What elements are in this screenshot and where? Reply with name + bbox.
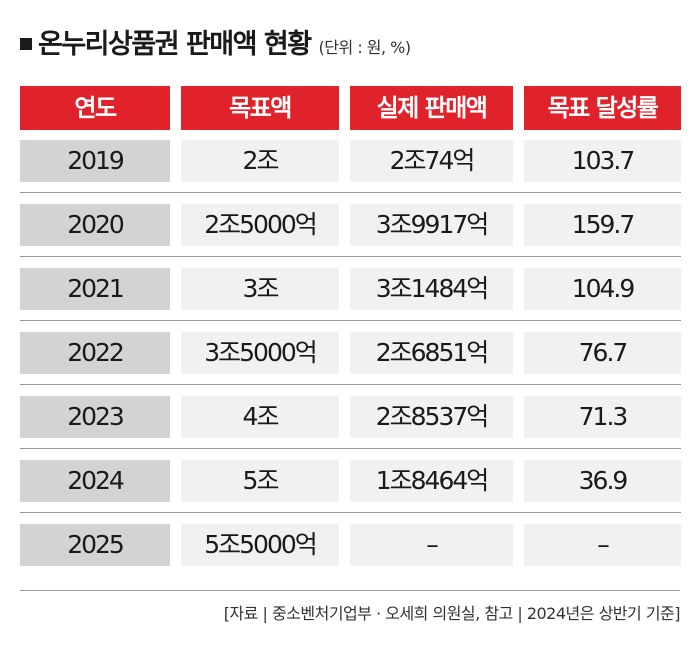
table-cell: 2조6851억 — [350, 332, 513, 374]
column-header: 연도 — [20, 86, 170, 130]
table-cell: 3조5000억 — [181, 332, 339, 374]
table-cell: 103.7 — [524, 140, 681, 182]
table-cell: 2조8537억 — [350, 396, 513, 438]
year-cell: 2019 — [20, 140, 170, 182]
table-cell: 4조 — [181, 396, 339, 438]
table-cell: – — [350, 524, 513, 566]
table-cell: 2조 — [181, 140, 339, 182]
column-header: 목표액 — [181, 86, 339, 130]
table-cell: 36.9 — [524, 460, 681, 502]
table-cell: 5조5000억 — [181, 524, 339, 566]
square-bullet-icon — [20, 38, 32, 50]
row-divider — [20, 192, 681, 193]
bottom-divider — [20, 590, 680, 591]
table-cell: – — [524, 524, 681, 566]
unit-label: (단위 : 원, %) — [318, 38, 412, 57]
row-divider — [20, 512, 681, 513]
table-cell: 104.9 — [524, 268, 681, 310]
table-cell: 76.7 — [524, 332, 681, 374]
table-cell: 3조 — [181, 268, 339, 310]
data-table: 연도 목표액 실제 판매액 목표 달성률 2019 2조 2조74억 103.7 2020 2조5… — [20, 86, 681, 587]
table-cell: 3조1484억 — [350, 268, 513, 310]
table-cell: 71.3 — [524, 396, 681, 438]
chart-title: 온누리상품권 판매액 현황 — [38, 29, 312, 60]
column-header: 목표 달성률 — [524, 86, 681, 130]
year-cell: 2022 — [20, 332, 170, 374]
table-cell: 159.7 — [524, 204, 681, 246]
source-note: [자료 | 중소벤처기업부 · 오세희 의원실, 참고 | 2024년은 상반기… — [223, 604, 681, 623]
row-divider — [20, 384, 681, 385]
year-cell: 2024 — [20, 460, 170, 502]
year-cell: 2021 — [20, 268, 170, 310]
year-cell: 2020 — [20, 204, 170, 246]
year-cell: 2025 — [20, 524, 170, 566]
table-cell: 1조8464억 — [350, 460, 513, 502]
row-divider — [20, 256, 681, 257]
row-divider — [20, 448, 681, 449]
column-header: 실제 판매액 — [350, 86, 513, 130]
title-row: 온누리상품권 판매액 현황 (단위 : 원, %) — [20, 22, 411, 61]
year-cell: 2023 — [20, 396, 170, 438]
table-cell: 2조5000억 — [181, 204, 339, 246]
table-cell: 2조74억 — [350, 140, 513, 182]
row-divider — [20, 320, 681, 321]
table-cell: 3조9917억 — [350, 204, 513, 246]
table-cell: 5조 — [181, 460, 339, 502]
